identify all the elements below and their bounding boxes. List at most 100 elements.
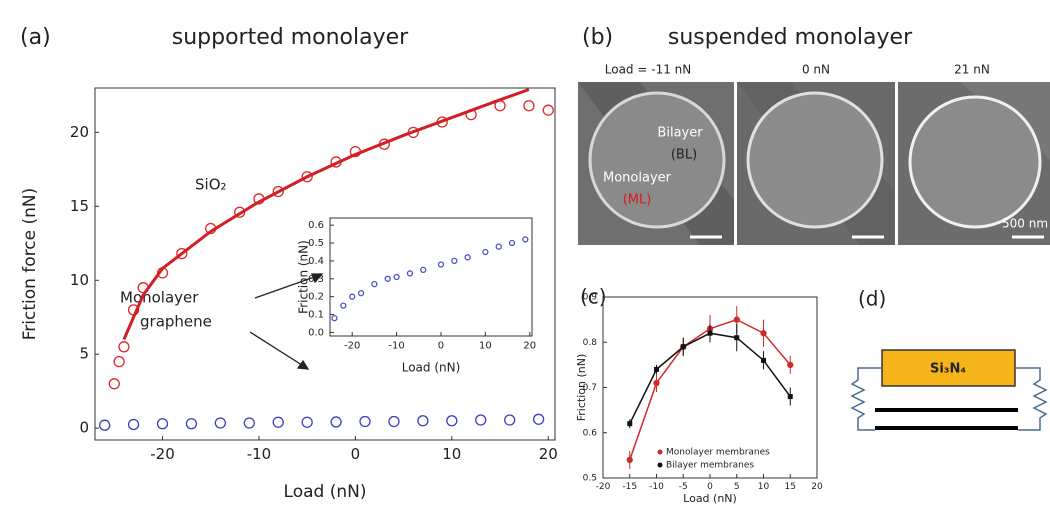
x-tick-label: 0: [351, 445, 361, 463]
point: [359, 415, 371, 428]
point: [787, 394, 793, 400]
point: [301, 416, 313, 428]
point: [301, 171, 313, 183]
point: [243, 417, 255, 429]
x-tick-label: -5: [679, 482, 688, 492]
micrographs: [578, 82, 1050, 245]
point: [98, 419, 111, 431]
tip-diagram: [850, 349, 1048, 431]
point: [176, 247, 188, 260]
series-line: [629, 332, 791, 425]
point: [475, 414, 487, 426]
point: [185, 418, 198, 430]
x-tick-label: 0: [707, 482, 713, 492]
y-tick-label: 0.5: [308, 238, 324, 249]
point: [272, 416, 284, 428]
y-tick-label: 0.9: [583, 293, 598, 303]
panel-label: (d): [858, 287, 886, 311]
point: [464, 254, 471, 261]
region-label: Monolayer: [603, 171, 672, 186]
point: [654, 366, 659, 372]
annotation-arrows: [249, 273, 324, 370]
y-axis-label: Friction force (nN): [20, 188, 40, 341]
legend-label: Monolayer membranes: [666, 448, 770, 458]
y-tick-label: 15: [70, 197, 89, 215]
legend-swatch: [657, 449, 663, 455]
chart-title: supported monolayer: [172, 25, 409, 50]
x-tick-label: -20: [596, 482, 611, 492]
y-axis-label: Friction (nN): [297, 240, 311, 314]
panel-label: (b): [582, 25, 613, 50]
x-tick-label: -15: [622, 482, 637, 492]
point: [734, 335, 740, 341]
load-label: 0 nN: [802, 63, 830, 77]
x-tick-label: -20: [344, 341, 360, 352]
region-label: Bilayer: [657, 126, 703, 141]
load-label: 21 nN: [954, 63, 990, 77]
point: [522, 236, 529, 243]
point: [357, 289, 365, 297]
y-tick-label: 0.8: [583, 338, 598, 348]
y-tick-label: 5: [79, 345, 89, 363]
x-tick-label: 20: [539, 445, 558, 463]
y-tick-label: 0.7: [583, 383, 597, 393]
annotation: Monolayer: [120, 289, 199, 307]
series-line: [122, 88, 530, 341]
point: [420, 266, 427, 273]
point: [482, 248, 489, 256]
point: [508, 239, 516, 247]
y-tick-label: 0.3: [308, 274, 324, 285]
x-tick-label: -10: [388, 341, 404, 352]
legend-label: Bilayer membranes: [666, 461, 754, 471]
x-tick-label: -10: [247, 445, 272, 463]
point: [156, 418, 169, 430]
x-tick-label: 15: [785, 482, 796, 492]
point: [330, 416, 342, 428]
x-axis-label: Load (nN): [284, 482, 367, 502]
point: [451, 257, 458, 265]
point: [626, 456, 633, 464]
tip-label: Si₃N₄: [930, 362, 966, 377]
scale-label: 500 nm: [1002, 217, 1048, 231]
y-tick-label: 0.4: [308, 256, 324, 267]
point: [349, 293, 356, 300]
plot-frame: [94, 87, 556, 441]
point: [127, 418, 140, 431]
y-tick-label: 0.6: [308, 220, 324, 231]
y-tick-label: 0.2: [308, 292, 324, 303]
point: [707, 330, 713, 336]
y-tick-label: 0.5: [583, 474, 597, 484]
point: [523, 100, 535, 112]
point: [542, 104, 554, 116]
point: [495, 243, 502, 250]
y-tick-label: 0.6: [583, 428, 598, 438]
annotation: graphene: [140, 313, 212, 331]
point: [680, 344, 686, 350]
region-tag: (ML): [623, 193, 652, 208]
plot-frame: [329, 217, 533, 337]
annotation: SiO₂: [195, 176, 227, 194]
point: [388, 415, 400, 428]
x-tick-label: -20: [150, 445, 175, 463]
panel-label: (a): [20, 25, 51, 50]
y-tick-label: 10: [70, 271, 89, 289]
x-axis-label: Load (nN): [402, 361, 461, 375]
x-tick-label: -10: [649, 482, 664, 492]
point: [340, 302, 347, 309]
y-tick-label: 0.0: [308, 327, 324, 338]
point: [532, 413, 545, 425]
panel-label: (c): [580, 285, 607, 309]
y-tick-label: 20: [70, 123, 89, 141]
point: [272, 185, 284, 198]
point: [733, 316, 740, 323]
point: [446, 415, 458, 427]
y-tick-label: 0.1: [308, 310, 324, 321]
point: [437, 261, 445, 268]
point: [393, 273, 400, 281]
point: [417, 415, 429, 427]
point: [384, 275, 391, 282]
x-tick-label: 0: [438, 341, 444, 352]
point: [113, 355, 125, 368]
legend-swatch: [657, 462, 663, 468]
